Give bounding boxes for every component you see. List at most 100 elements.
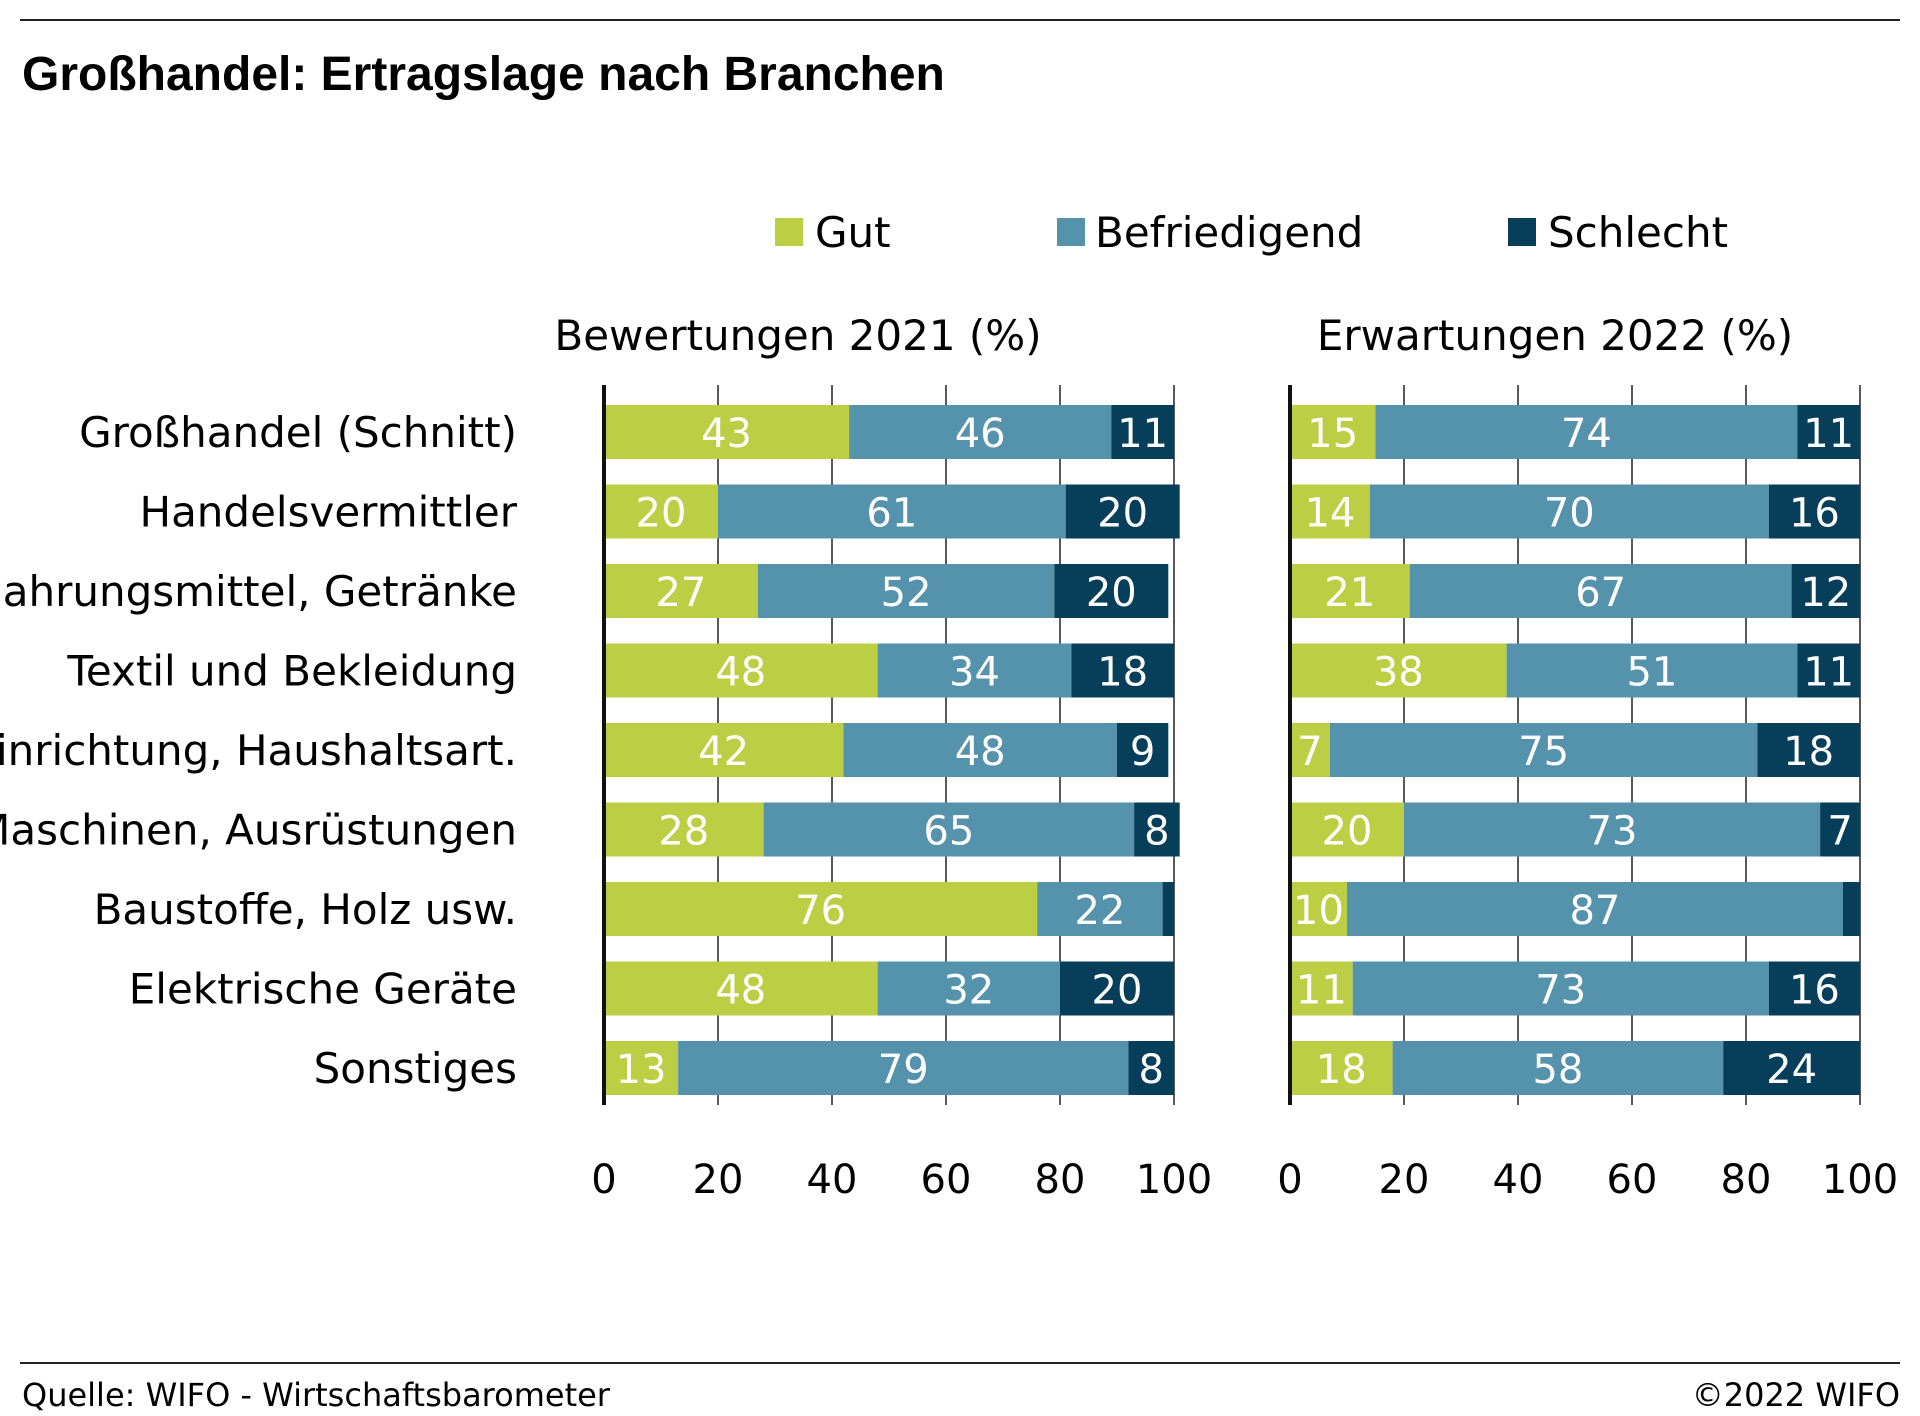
legend-swatch-schlecht xyxy=(1508,218,1536,246)
bar-gut-handelsvermittler xyxy=(1290,484,1370,539)
x-tick-label-20: 20 xyxy=(693,1157,744,1203)
legend-label-gut: Gut xyxy=(815,208,891,257)
bar-schlecht-nahrungsmittel-getraenke xyxy=(1054,564,1169,618)
bar-schlecht-maschinen-ausruestungen xyxy=(1820,802,1860,857)
bar-befriedigend-grosshandel-schnitt xyxy=(1375,405,1798,459)
data-label-gut-handelsvermittler: 20 xyxy=(636,491,687,537)
data-label-befriedigend-grosshandel-schnitt: 46 xyxy=(955,411,1006,457)
bar-gut-handelsvermittler xyxy=(604,484,718,539)
bar-schlecht-einrichtung-haushaltsart xyxy=(1117,723,1169,777)
bar-befriedigend-sonstiges xyxy=(678,1041,1129,1095)
x-tick-label-80: 80 xyxy=(1721,1157,1772,1203)
legend-swatch-befriedigend xyxy=(1057,218,1085,246)
bar-gut-baustoffe-holz-usw xyxy=(604,882,1038,936)
data-label-schlecht-elektrische-geraete: 20 xyxy=(1092,968,1143,1014)
bar-gut-grosshandel-schnitt xyxy=(604,405,850,459)
bar-gut-einrichtung-haushaltsart xyxy=(1290,723,1330,777)
bar-schlecht-sonstiges xyxy=(1723,1041,1860,1095)
category-labels: Großhandel (Schnitt) Handelsvermittler Nah… xyxy=(0,408,518,1093)
bar-schlecht-elektrische-geraete xyxy=(1768,961,1860,1016)
chart-title: Großhandel: Ertragslage nach Branchen xyxy=(22,48,945,101)
copyright-note: ©2022 WIFO xyxy=(1692,1376,1900,1414)
data-label-befriedigend-elektrische-geraete: 32 xyxy=(943,968,994,1014)
category-label-baustoffe-holz-usw: Baustoffe, Holz usw. xyxy=(94,885,517,934)
data-label-gut-nahrungsmittel-getraenke: 27 xyxy=(655,570,706,616)
bar-schlecht-grosshandel-schnitt xyxy=(1111,405,1174,459)
category-label-nahrungsmittel-getraenke: Nahrungsmittel, Getränke xyxy=(0,567,517,616)
data-label-gut-baustoffe-holz-usw: 76 xyxy=(795,888,846,934)
bar-befriedigend-maschinen-ausruestungen xyxy=(763,802,1135,857)
bar-befriedigend-sonstiges xyxy=(1392,1041,1724,1095)
data-label-gut-maschinen-ausruestungen: 20 xyxy=(1322,809,1373,855)
legend: Gut Befriedigend Schlecht xyxy=(775,208,1728,257)
data-label-befriedigend-handelsvermittler: 70 xyxy=(1544,491,1595,537)
bar-schlecht-einrichtung-haushaltsart xyxy=(1757,723,1860,777)
bar-gut-einrichtung-haushaltsart xyxy=(604,723,844,777)
x-tick-label-20: 20 xyxy=(1379,1157,1430,1203)
x-tick-label-100: 100 xyxy=(1822,1157,1898,1203)
legend-label-schlecht: Schlecht xyxy=(1548,208,1728,257)
bar-schlecht-maschinen-ausruestungen xyxy=(1134,802,1180,857)
data-label-befriedigend-nahrungsmittel-getraenke: 52 xyxy=(881,570,932,616)
data-label-befriedigend-textil-und-bekleidung: 51 xyxy=(1626,650,1677,696)
bar-befriedigend-elektrische-geraete xyxy=(877,961,1060,1016)
data-label-schlecht-maschinen-ausruestungen: 8 xyxy=(1144,809,1169,855)
data-label-schlecht-grosshandel-schnitt: 11 xyxy=(1117,411,1168,457)
bar-schlecht-handelsvermittler xyxy=(1065,484,1180,539)
bar-gut-elektrische-geraete xyxy=(604,961,878,1016)
bar-gut-textil-und-bekleidung xyxy=(1290,643,1507,698)
data-label-gut-handelsvermittler: 14 xyxy=(1304,491,1355,537)
source-note: Quelle: WIFO - Wirtschaftsbarometer xyxy=(22,1376,611,1414)
legend-label-befriedigend: Befriedigend xyxy=(1095,208,1363,257)
bar-gut-sonstiges xyxy=(1290,1041,1393,1095)
data-label-befriedigend-sonstiges: 79 xyxy=(878,1047,929,1093)
bar-befriedigend-handelsvermittler xyxy=(1369,484,1769,539)
bar-schlecht-sonstiges xyxy=(1128,1041,1174,1095)
bar-befriedigend-baustoffe-holz-usw xyxy=(1347,882,1843,936)
bar-gut-grosshandel-schnitt xyxy=(1290,405,1376,459)
bar-gut-elektrische-geraete xyxy=(1290,961,1353,1016)
legend-swatch-gut xyxy=(775,218,803,246)
x-tick-label-0: 0 xyxy=(1277,1157,1302,1203)
data-label-gut-sonstiges: 18 xyxy=(1316,1047,1367,1093)
x-tick-label-60: 60 xyxy=(921,1157,972,1203)
panel-title-2021: Bewertungen 2021 (%) xyxy=(554,311,1041,360)
category-label-einrichtung-haushaltsart: Einrichtung, Haushaltsart. xyxy=(0,726,517,775)
data-label-schlecht-einrichtung-haushaltsart: 18 xyxy=(1783,729,1834,775)
x-tick-label-40: 40 xyxy=(807,1157,858,1203)
category-label-sonstiges: Sonstiges xyxy=(314,1044,517,1093)
data-label-schlecht-textil-und-bekleidung: 18 xyxy=(1097,650,1148,696)
category-label-textil-und-bekleidung: Textil und Bekleidung xyxy=(66,647,517,696)
data-label-befriedigend-maschinen-ausruestungen: 65 xyxy=(923,809,974,855)
bar-gut-sonstiges xyxy=(604,1041,679,1095)
data-label-befriedigend-baustoffe-holz-usw: 22 xyxy=(1074,888,1125,934)
data-label-gut-elektrische-geraete: 11 xyxy=(1296,968,1347,1014)
data-label-schlecht-nahrungsmittel-getraenke: 20 xyxy=(1086,570,1137,616)
x-tick-label-40: 40 xyxy=(1493,1157,1544,1203)
data-label-befriedigend-nahrungsmittel-getraenke: 67 xyxy=(1575,570,1626,616)
category-label-handelsvermittler: Handelsvermittler xyxy=(139,488,517,537)
bar-schlecht-textil-und-bekleidung xyxy=(1071,643,1174,698)
data-label-gut-einrichtung-haushaltsart: 42 xyxy=(698,729,749,775)
data-label-befriedigend-textil-und-bekleidung: 34 xyxy=(949,650,1000,696)
x-tick-label-80: 80 xyxy=(1035,1157,1086,1203)
bar-schlecht-grosshandel-schnitt xyxy=(1797,405,1860,459)
x-tick-label-100: 100 xyxy=(1136,1157,1212,1203)
data-label-gut-elektrische-geraete: 48 xyxy=(715,968,766,1014)
data-label-schlecht-elektrische-geraete: 16 xyxy=(1789,968,1840,1014)
bar-befriedigend-einrichtung-haushaltsart xyxy=(1329,723,1758,777)
data-label-gut-einrichtung-haushaltsart: 7 xyxy=(1297,729,1322,775)
data-label-gut-baustoffe-holz-usw: 10 xyxy=(1293,888,1344,934)
data-label-schlecht-textil-und-bekleidung: 11 xyxy=(1803,650,1854,696)
bar-befriedigend-textil-und-bekleidung xyxy=(877,643,1072,698)
data-label-gut-maschinen-ausruestungen: 28 xyxy=(658,809,709,855)
data-label-gut-textil-und-bekleidung: 48 xyxy=(715,650,766,696)
bar-befriedigend-textil-und-bekleidung xyxy=(1506,643,1798,698)
bar-gut-textil-und-bekleidung xyxy=(604,643,878,698)
bar-schlecht-textil-und-bekleidung xyxy=(1797,643,1860,698)
data-label-schlecht-maschinen-ausruestungen: 7 xyxy=(1827,809,1852,855)
data-label-gut-nahrungsmittel-getraenke: 21 xyxy=(1324,570,1375,616)
bar-gut-maschinen-ausruestungen xyxy=(604,802,764,857)
bar-gut-baustoffe-holz-usw xyxy=(1290,882,1347,936)
